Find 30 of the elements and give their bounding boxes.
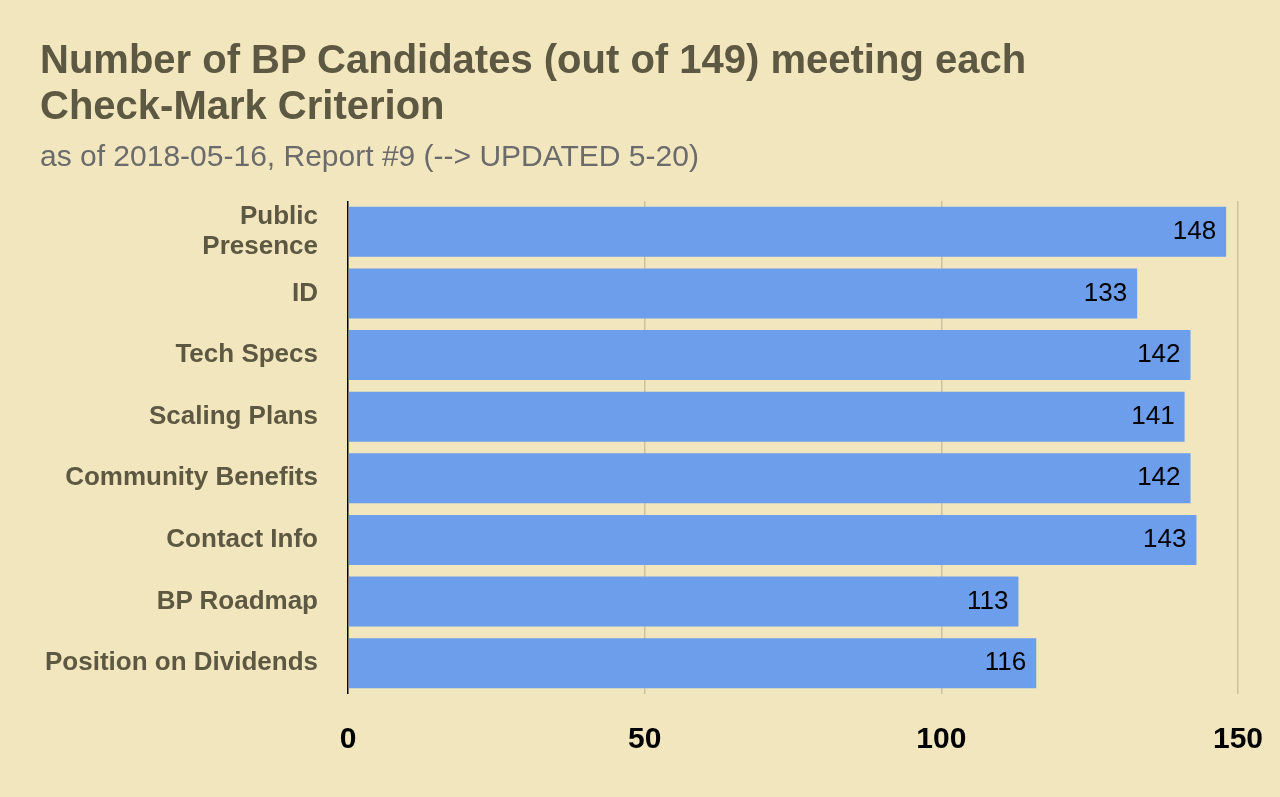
x-tick-label: 0 [339,721,357,755]
bar [348,514,1197,565]
chart-subtitle: as of 2018-05-16, Report #9 (--> UPDATED 5-20) [40,139,699,173]
y-tick-label: Position on Dividends [44,646,318,677]
x-tick-label: 100 [916,721,967,755]
data-label: 142 [1137,338,1181,369]
bar [348,391,1185,442]
y-tick-label: Public Presence [202,200,318,260]
data-label: 141 [1131,399,1175,430]
data-label: 142 [1137,461,1181,492]
data-label: 113 [967,584,1009,615]
y-tick-label: Scaling Plans [148,399,318,430]
bar [348,638,1037,689]
y-tick-label: Tech Specs [175,338,318,369]
bar [348,453,1191,504]
bar [348,206,1227,257]
y-tick-label: BP Roadmap [156,584,318,615]
y-tick-label: ID [292,276,318,307]
chart-title: Number of BP Candidates (out of 149) meeting each Check-Mark Criterion [40,36,1028,128]
y-tick-label: Community Benefits [65,461,318,492]
bar [348,268,1138,319]
y-tick-label: Contact Info [166,523,318,554]
data-label: 148 [1172,214,1217,245]
data-label: 116 [984,646,1027,677]
data-label: 133 [1083,276,1128,307]
x-tick-label: 150 [1212,721,1264,755]
bar [348,576,1019,627]
data-label: 143 [1143,523,1187,554]
x-tick-label: 50 [627,721,662,755]
bar [348,330,1191,381]
